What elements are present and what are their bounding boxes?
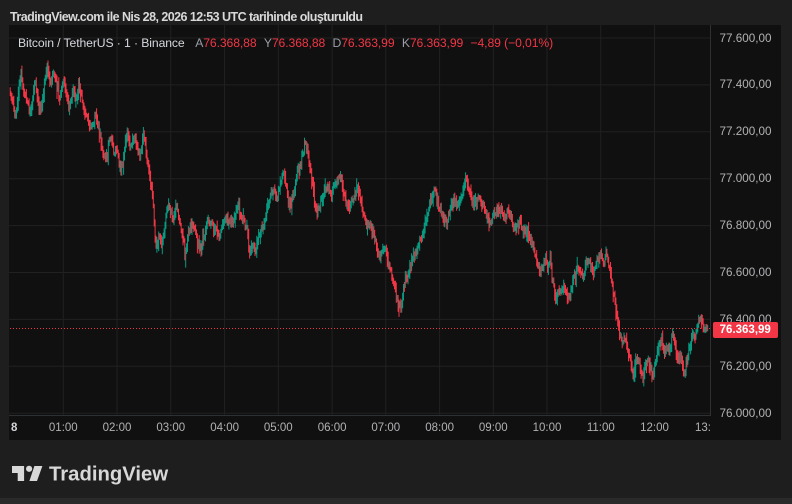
- svg-text:TradingView: TradingView: [49, 464, 168, 486]
